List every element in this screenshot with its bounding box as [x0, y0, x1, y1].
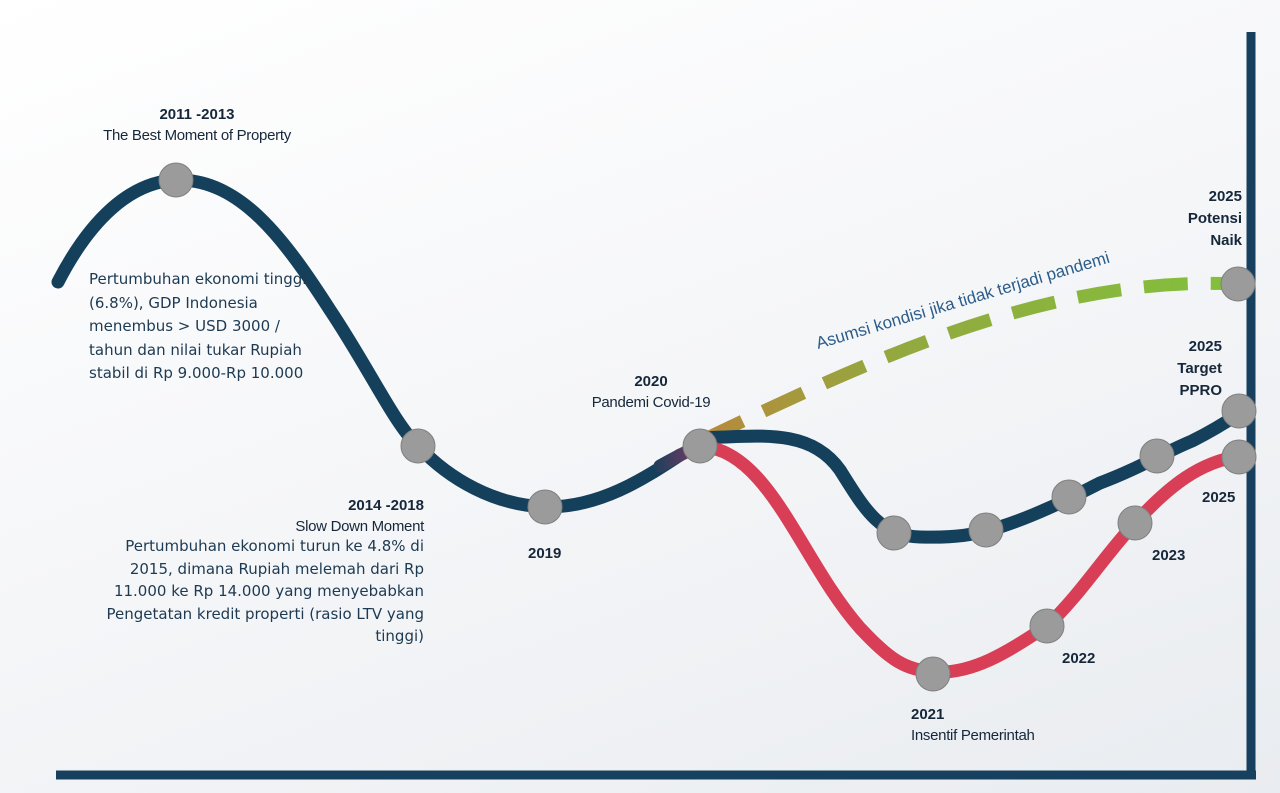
pandemic-title: Pandemi Covid-19	[591, 394, 711, 411]
peak-title: The Best Moment of Property	[103, 127, 291, 144]
node-2020	[682, 428, 718, 464]
year-2025-label: 2025	[1202, 489, 1236, 506]
year-2021: 2021	[911, 706, 945, 723]
potential-line1: Potensi	[1187, 210, 1242, 227]
peak-year: 2011 -2013	[159, 106, 235, 123]
potential-line2: Naik	[1210, 232, 1242, 249]
node-2014	[400, 428, 436, 464]
potential-year: 2025	[1208, 188, 1242, 205]
assumption-dashed-curve	[700, 276, 1239, 446]
incentive-title: Insentif Pemerintah	[911, 727, 1035, 744]
target-year: 2025	[1188, 338, 1222, 355]
year-2021-label: 2021 Insentif Pemerintah	[911, 706, 1081, 744]
peak-label: 2011 -2013 The Best Moment of Property	[80, 106, 314, 144]
slowdown-label: 2014 -2018 Slow Down Moment Pertumbuhan …	[98, 497, 425, 648]
target-line2: PPRO	[1179, 382, 1222, 399]
slowdown-title: Slow Down Moment	[295, 518, 424, 535]
node-actual-2023	[1117, 505, 1153, 541]
node-actual-2022	[1029, 608, 1065, 644]
node-target-2024	[1139, 438, 1175, 474]
pandemic-year: 2020	[634, 373, 668, 390]
node-target-2025	[1221, 393, 1257, 429]
node-potential-2025	[1220, 266, 1256, 302]
node-2011	[158, 162, 194, 198]
potential-label: 2025 Potensi Naik	[1150, 186, 1242, 252]
year-2023-label: 2023	[1152, 547, 1186, 564]
target-label: 2025 Target PPRO	[1150, 336, 1222, 402]
node-target-2021	[876, 515, 912, 551]
target-line1: Target	[1177, 360, 1222, 377]
node-target-2022	[968, 512, 1004, 548]
growth-note: Pertumbuhan ekonomi tinggi (6.8%), GDP I…	[89, 270, 307, 382]
slowdown-note: Pertumbuhan ekonomi turun ke 4.8% di 201…	[106, 537, 425, 645]
slowdown-year: 2014 -2018	[348, 497, 424, 514]
node-2019	[527, 489, 563, 525]
assumption-label: Asumsi kondisi jika tidak terjadi pandem…	[814, 248, 1112, 353]
node-target-2023	[1051, 479, 1087, 515]
node-actual-2021	[915, 656, 951, 692]
year-2019-label: 2019	[528, 545, 562, 562]
pandemic-label: 2020 Pandemi Covid-19	[571, 373, 731, 411]
node-actual-2025	[1221, 439, 1257, 475]
year-2022-label: 2022	[1062, 650, 1096, 667]
